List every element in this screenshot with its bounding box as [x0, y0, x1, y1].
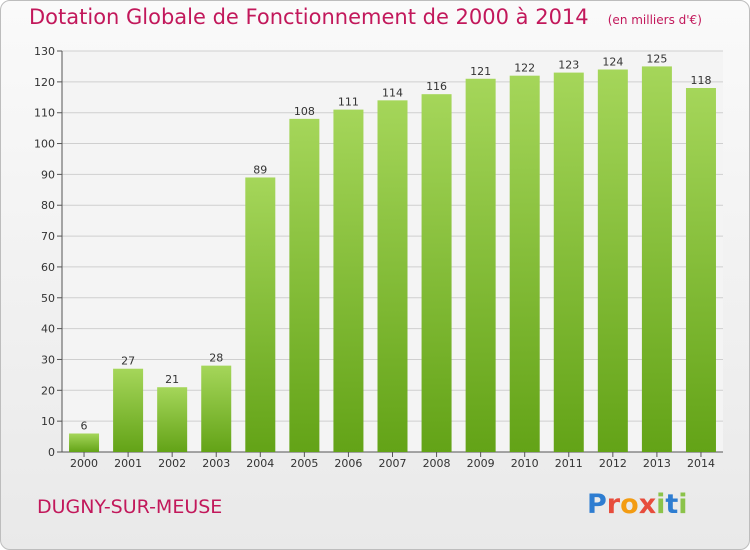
y-tick-label: 110: [34, 107, 55, 120]
data-label: 21: [165, 373, 179, 386]
x-tick-label: 2004: [246, 457, 274, 470]
y-tick-label: 0: [48, 446, 55, 459]
x-tick-label: 2009: [467, 457, 495, 470]
unit-note: (en milliers d'€): [607, 13, 702, 27]
x-tick-label: 2010: [511, 457, 539, 470]
x-tick-label: 2005: [290, 457, 318, 470]
bar: [597, 69, 628, 452]
bar: [377, 100, 408, 452]
title-row: Dotation Globale de Fonctionnement de 20…: [29, 5, 702, 29]
x-tick-label: 2013: [643, 457, 671, 470]
y-tick-label: 90: [41, 168, 55, 181]
x-tick-label: 2011: [555, 457, 583, 470]
data-label: 123: [558, 59, 579, 72]
data-label: 121: [470, 65, 491, 78]
data-label: 28: [209, 352, 223, 365]
data-label: 27: [121, 355, 135, 368]
bar: [509, 75, 540, 452]
bar: [289, 118, 320, 452]
chart-title: Dotation Globale de Fonctionnement de 20…: [29, 5, 589, 29]
town-name: DUGNY-SUR-MEUSE: [37, 496, 223, 518]
bar: [69, 433, 100, 452]
data-label: 114: [382, 86, 403, 99]
y-tick-label: 50: [41, 292, 55, 305]
x-tick-label: 2007: [379, 457, 407, 470]
x-tick-label: 2001: [114, 457, 142, 470]
data-label: 6: [81, 419, 88, 432]
logo-letter: r: [606, 489, 621, 520]
y-tick-label: 10: [41, 415, 55, 428]
proxiti-logo: Proxiti: [587, 489, 688, 520]
logo-letter: i: [678, 489, 688, 520]
y-tick-label: 80: [41, 199, 55, 212]
y-tick-label: 120: [34, 76, 55, 89]
x-tick-label: 2008: [423, 457, 451, 470]
y-tick-label: 30: [41, 353, 55, 366]
bar: [113, 368, 144, 452]
logo-letter: i: [656, 489, 666, 520]
y-tick-label: 40: [41, 323, 55, 336]
logo-letter: x: [638, 489, 657, 520]
x-tick-label: 2000: [70, 457, 98, 470]
bar: [421, 94, 452, 452]
data-label: 89: [253, 163, 267, 176]
bar: [333, 109, 364, 452]
data-label: 125: [646, 52, 667, 65]
bar: [201, 365, 232, 452]
data-label: 122: [514, 62, 535, 75]
logo-letter: t: [665, 489, 679, 520]
y-tick-label: 20: [41, 384, 55, 397]
bar: [641, 66, 672, 452]
x-tick-label: 2012: [599, 457, 627, 470]
bar: [465, 78, 496, 452]
x-tick-label: 2002: [158, 457, 186, 470]
y-tick-label: 130: [34, 45, 55, 58]
data-label: 116: [426, 80, 447, 93]
bar: [245, 177, 276, 452]
data-label: 108: [294, 105, 315, 118]
bar: [553, 72, 584, 452]
y-tick-label: 60: [41, 261, 55, 274]
data-label: 111: [338, 96, 359, 109]
logo-letter: P: [587, 489, 607, 520]
bar: [157, 387, 188, 452]
x-tick-label: 2006: [334, 457, 362, 470]
x-tick-label: 2014: [687, 457, 715, 470]
data-label: 124: [602, 56, 623, 69]
y-tick-label: 100: [34, 138, 55, 151]
x-tick-label: 2003: [202, 457, 230, 470]
bar: [685, 88, 716, 452]
data-label: 118: [690, 74, 711, 87]
y-tick-label: 70: [41, 230, 55, 243]
logo-letter: o: [620, 489, 639, 520]
